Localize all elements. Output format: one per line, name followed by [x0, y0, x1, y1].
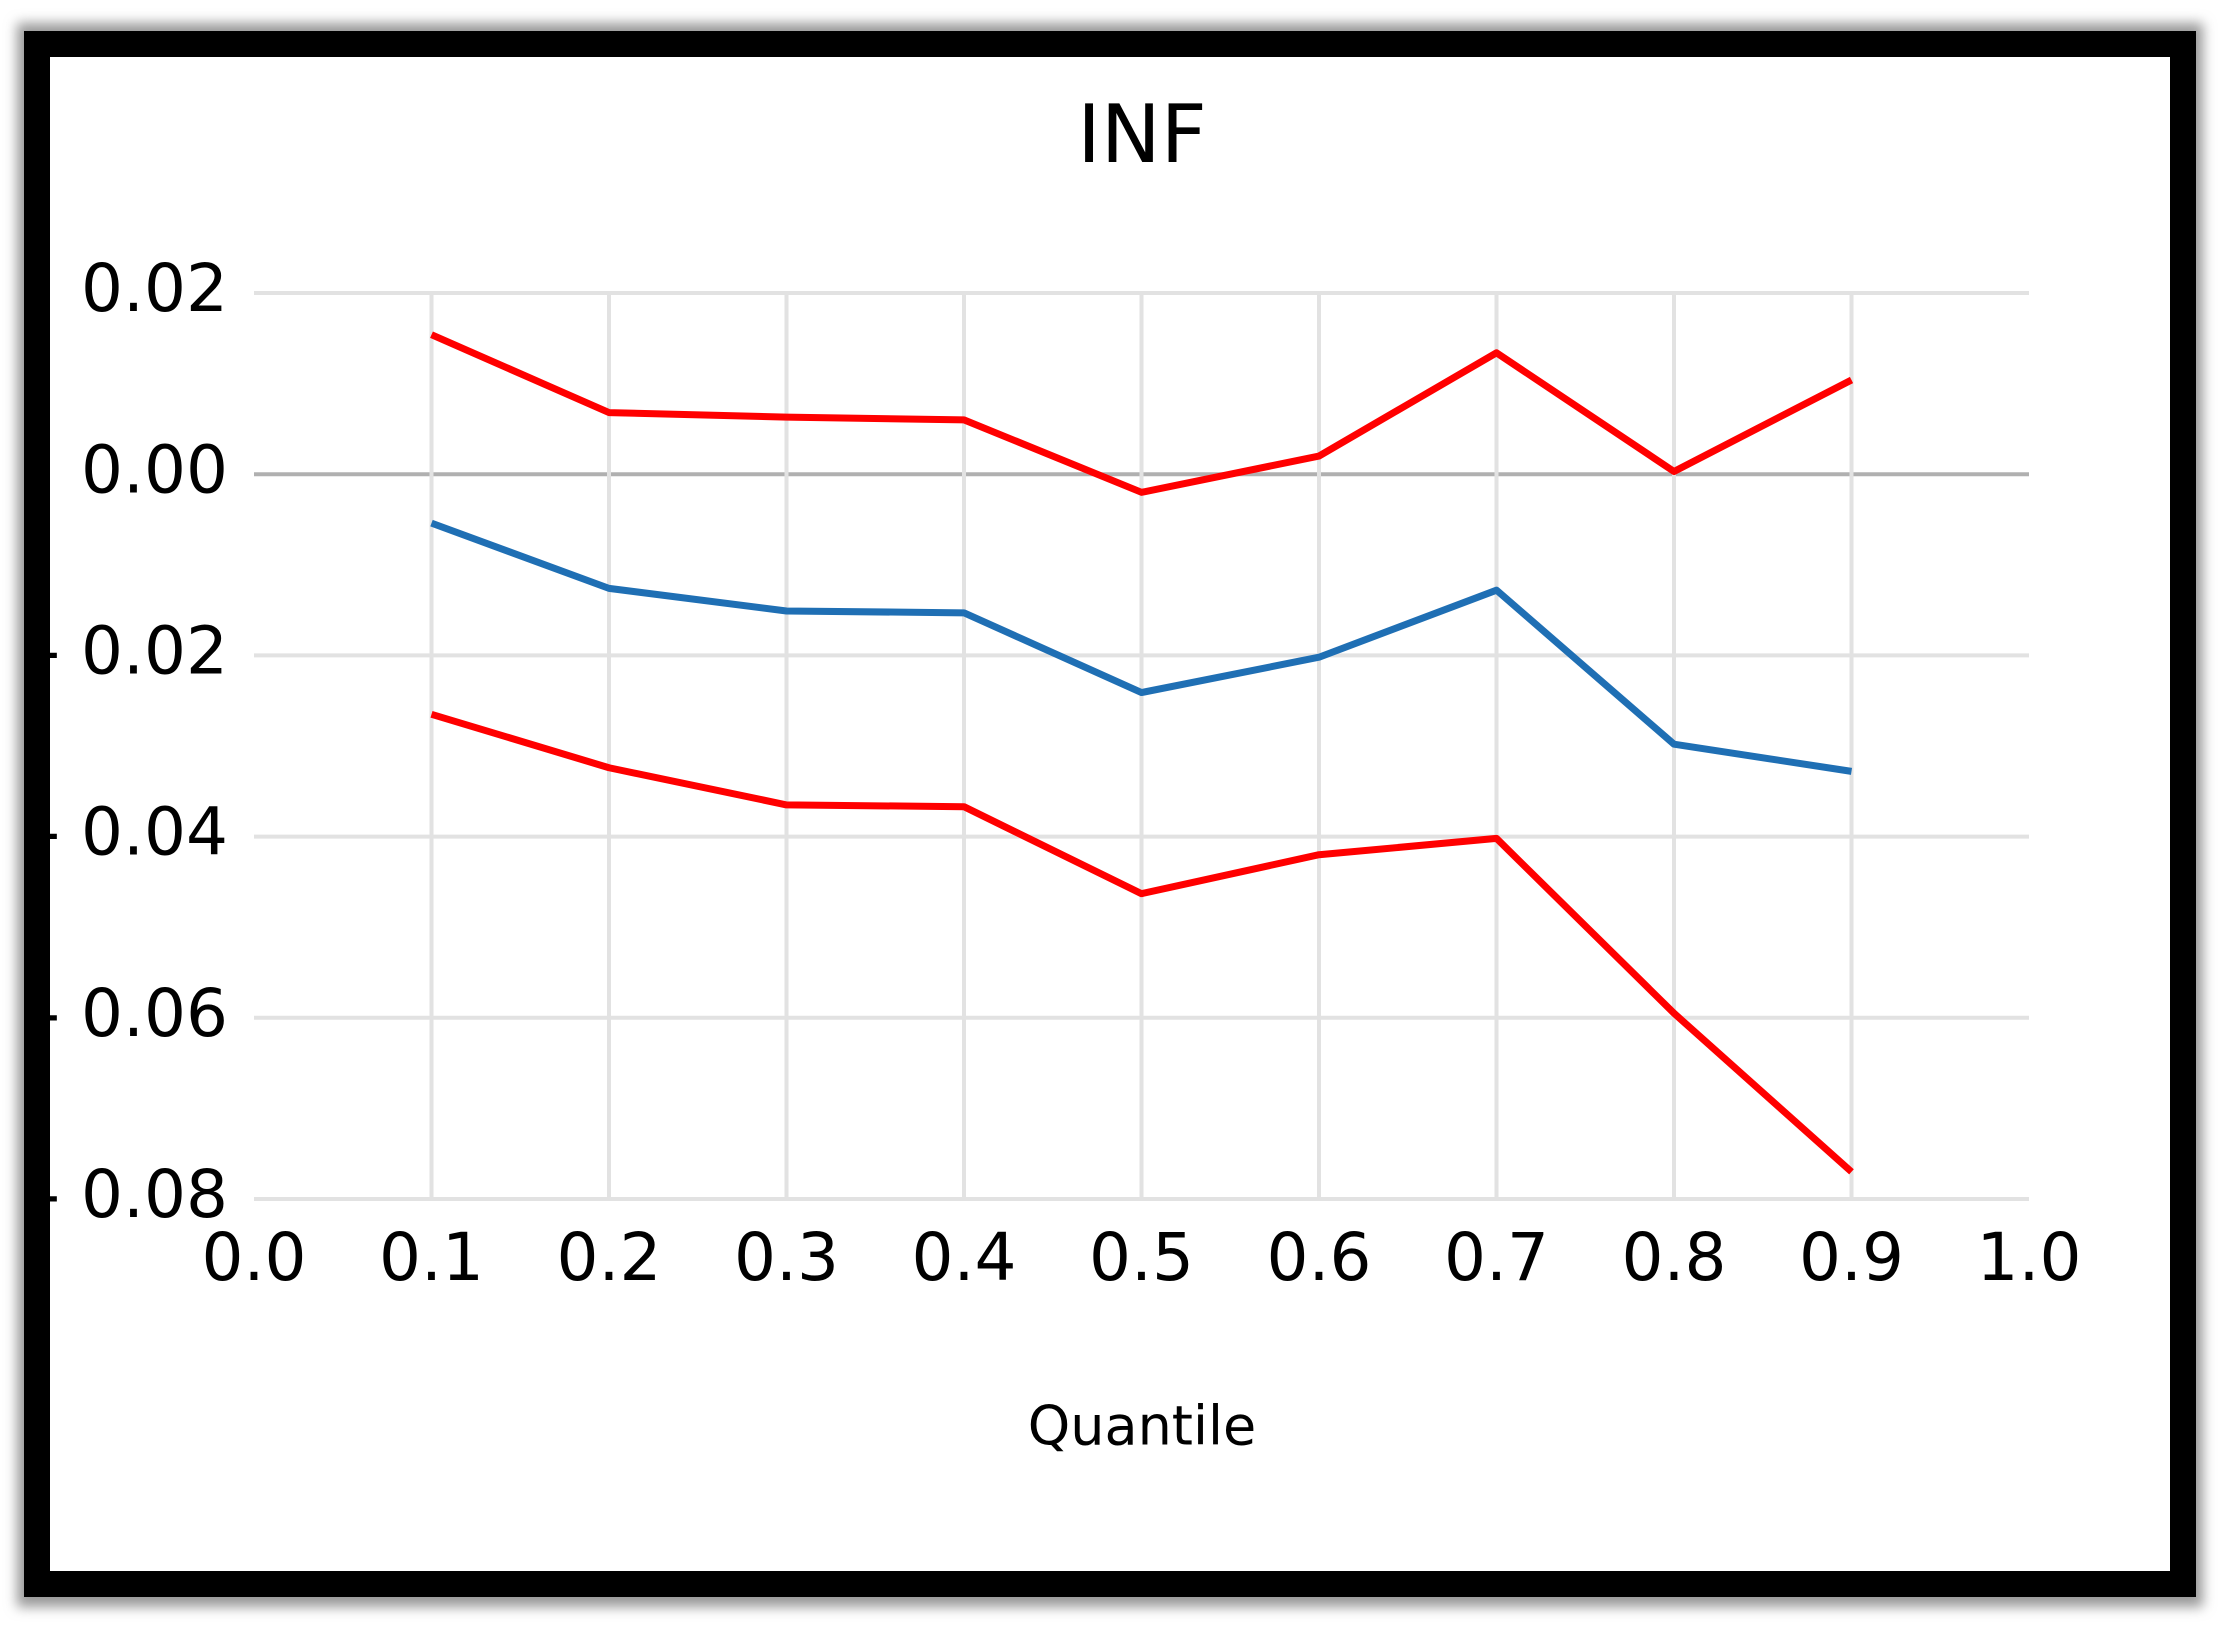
y-tick-label: - 0.08 [36, 1156, 228, 1233]
y-tick-label: - 0.06 [36, 975, 228, 1052]
x-tick-label: 0.5 [1089, 1219, 1194, 1296]
series-line [430, 331, 1854, 496]
y-tick-label: 0.00 [81, 431, 228, 508]
y-tick-label: 0.02 [81, 250, 228, 327]
x-tick-label: 0.8 [1622, 1219, 1727, 1296]
x-tick-label: 0.4 [912, 1219, 1017, 1296]
x-tick-label: 0.3 [734, 1219, 839, 1296]
series-line [430, 519, 1853, 775]
x-tick-label: 0.2 [557, 1219, 662, 1296]
x-tick-label: 1.0 [1977, 1219, 2082, 1296]
y-tick-label: - 0.04 [36, 794, 228, 871]
chart-title: INF [1077, 88, 1206, 181]
y-tick-label: - 0.02 [36, 612, 228, 689]
series-line [430, 710, 1854, 1175]
x-tick-label: 0.0 [202, 1219, 307, 1296]
x-tick-label: 0.7 [1444, 1219, 1549, 1296]
x-axis-label: Quantile [1028, 1395, 1256, 1458]
x-tick-label: 0.1 [379, 1219, 484, 1296]
x-tick-label: 0.6 [1267, 1219, 1372, 1296]
grid [254, 291, 2029, 1201]
plot: 0.02 0.00 - 0.02 - 0.04 - 0.06 - 0.080.0 0.1 0.… [36, 250, 2081, 1296]
frame [24, 31, 2196, 1597]
x-tick-label: 0.9 [1799, 1219, 1904, 1296]
